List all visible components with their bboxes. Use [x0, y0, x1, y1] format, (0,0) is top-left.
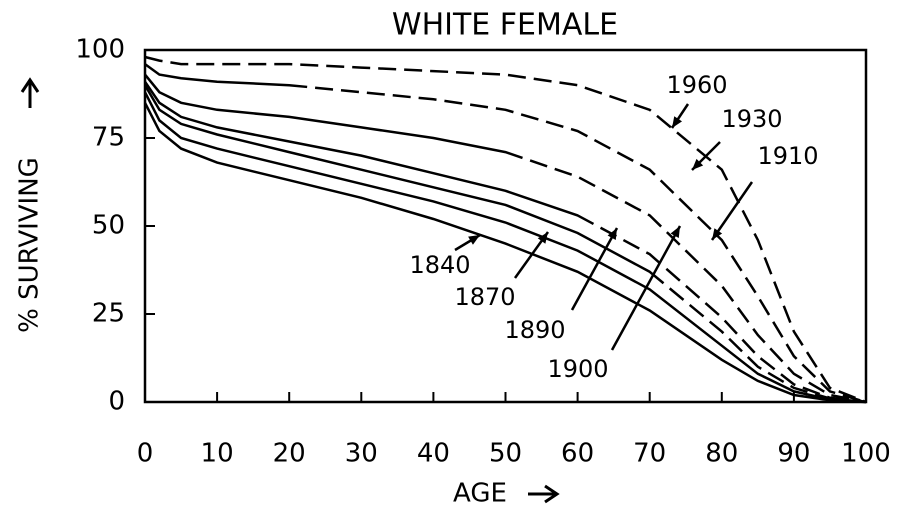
y-tick-label: 75	[92, 123, 125, 153]
series-label: 1870	[454, 283, 515, 311]
series-label: 1900	[547, 355, 608, 383]
x-tick-label: 30	[345, 439, 378, 469]
x-tick-label: 40	[417, 439, 450, 469]
x-axis-arrow	[528, 484, 560, 504]
x-tick-label: 10	[201, 439, 234, 469]
series-label: 1910	[757, 142, 818, 170]
x-tick-label: 100	[841, 439, 891, 469]
y-tick-label: 0	[108, 387, 125, 417]
series-label: 1960	[666, 71, 727, 99]
y-axis-label: % SURVIVING	[15, 157, 45, 333]
label-arrow	[570, 227, 619, 311]
y-tick-label: 100	[75, 35, 125, 65]
survival-line	[143, 84, 867, 404]
label-arrow	[610, 225, 682, 351]
x-tick-label: 0	[137, 439, 154, 469]
y-tick-label: 50	[92, 211, 125, 241]
survival-line	[143, 102, 867, 404]
y-tick-label: 25	[92, 299, 125, 329]
x-tick-label: 90	[777, 439, 810, 469]
plot-frame	[143, 48, 868, 404]
label-arrow	[710, 181, 754, 241]
label-arrowhead	[670, 226, 680, 238]
survival-line	[143, 80, 867, 404]
series-label: 1840	[409, 251, 470, 279]
x-tick-label: 60	[561, 439, 594, 469]
label-arrowhead	[712, 228, 723, 240]
survival-line	[143, 91, 867, 404]
label-arrowhead	[692, 158, 704, 170]
x-tick-label: 20	[273, 439, 306, 469]
survival-line	[144, 73, 867, 404]
series-label: 1890	[504, 316, 565, 344]
label-arrowhead	[468, 235, 480, 245]
x-tick-label: 80	[705, 439, 738, 469]
x-tick-label: 50	[489, 439, 522, 469]
x-tick-label: 70	[633, 439, 666, 469]
survival-line	[144, 63, 867, 404]
series-label: 1930	[721, 105, 782, 133]
chart-title: WHITE FEMALE	[392, 8, 618, 43]
label-arrowhead	[672, 116, 683, 128]
label-arrowhead	[537, 232, 548, 244]
x-axis-label: AGE	[453, 479, 507, 509]
y-axis-arrow	[20, 77, 40, 108]
label-arrowhead	[607, 228, 617, 240]
